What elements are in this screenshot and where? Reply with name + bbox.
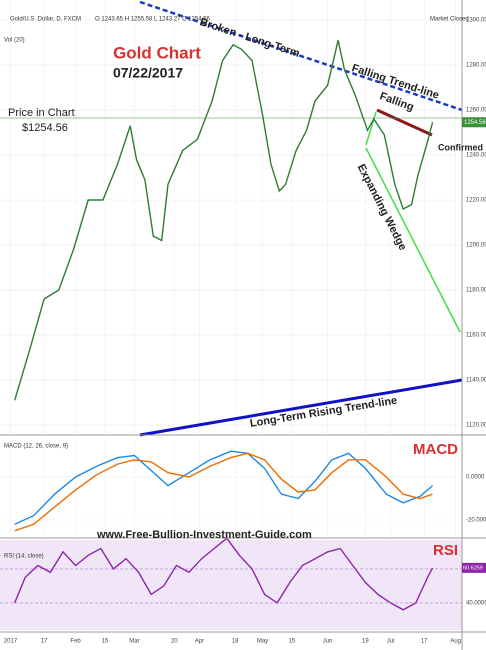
x-tick-label: 2017 — [4, 639, 18, 645]
x-tick-label: 15 — [289, 639, 296, 645]
price-tag-label: 1254.56 — [464, 120, 486, 126]
x-tick-label: Jul — [387, 639, 395, 645]
rsi-background — [0, 540, 462, 630]
wedge-upper — [365, 111, 377, 146]
falling-line — [376, 108, 433, 137]
annotation: $1254.56 — [22, 122, 68, 134]
y-tick-label: 1300.00 — [466, 18, 486, 24]
y-tick-label: 1140.00 — [466, 378, 486, 384]
subtitle: 07/22/2017 — [113, 65, 183, 81]
macd-title: MACD — [413, 441, 458, 458]
series-line — [14, 452, 433, 532]
x-tick-label: 20 — [171, 639, 178, 645]
x-tick-label: Apr — [195, 639, 204, 645]
rising-trend-line — [139, 378, 463, 437]
website: www.Free-Bullion-Investment-Guide.com — [96, 529, 312, 541]
x-tick-label: 18 — [232, 639, 239, 645]
falling-trend-line — [139, 0, 463, 112]
macd-header: MACD (12, 26, close, 9) — [4, 444, 68, 450]
y-tick-label: 1120.00 — [466, 423, 486, 429]
rsi-tag — [462, 562, 486, 573]
status: Market Closed — [430, 17, 469, 23]
rsi-header: RSI (14, close) — [4, 554, 44, 560]
y-tick-label: 1260.00 — [466, 108, 486, 114]
x-tick-label: Jun — [323, 639, 333, 645]
price-tag — [462, 117, 486, 128]
rsi-title: RSI — [433, 542, 458, 559]
x-tick-label: Aug — [450, 639, 461, 645]
x-tick-label: 17 — [421, 639, 428, 645]
x-tick-label: 19 — [362, 639, 369, 645]
x-tick-label: Feb — [70, 639, 81, 645]
rsi-tag-label: 60.6259 — [463, 565, 483, 571]
series-line — [14, 450, 434, 525]
y-tick-label: 40.0000 — [466, 601, 486, 607]
ohlc: O 1243.65 H 1255.58 L 1243.27 C 1254.56 — [95, 17, 211, 23]
x-tick-label: Mar — [129, 639, 139, 645]
x-tick-label: 17 — [41, 639, 48, 645]
x-tick-label: May — [257, 639, 268, 645]
y-tick-label: 1160.00 — [466, 333, 486, 339]
y-tick-label: 1280.00 — [466, 63, 486, 69]
x-tick-label: 15 — [102, 639, 109, 645]
y-tick-label: -20.0000 — [466, 518, 486, 524]
volume-label: Vol (20) — [4, 38, 25, 44]
y-tick-label: 1220.00 — [466, 198, 486, 204]
y-tick-label: 1180.00 — [466, 288, 486, 294]
annotation: Price in Chart — [8, 107, 75, 119]
y-tick-label: 0.0000 — [466, 475, 485, 481]
header: Gold/U.S. Dollar, D, FXCM — [10, 17, 81, 23]
wedge-lower — [365, 147, 461, 333]
annotation: Confirmed — [438, 142, 483, 152]
y-tick-label: 1240.00 — [466, 153, 486, 159]
series-line — [14, 40, 434, 401]
grid — [0, 0, 462, 604]
title: Gold Chart — [113, 43, 201, 62]
y-tick-label: 1200.00 — [466, 243, 486, 249]
